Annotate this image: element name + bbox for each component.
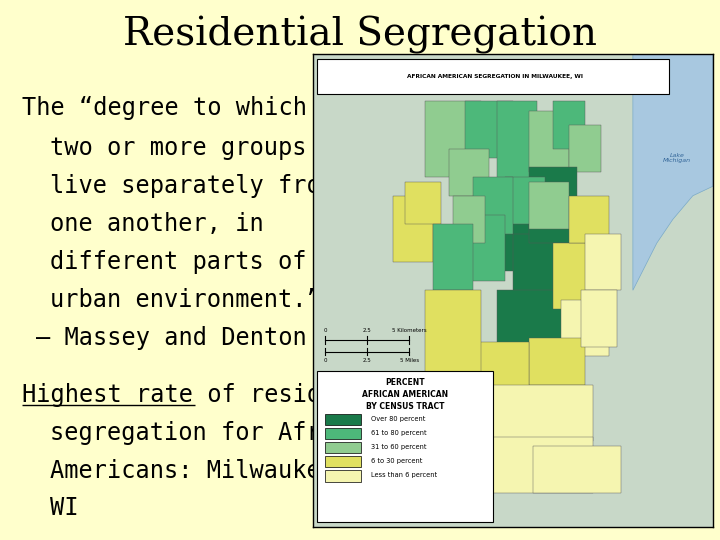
Text: Over 80 percent: Over 80 percent xyxy=(371,416,426,422)
Text: 0: 0 xyxy=(323,328,327,333)
Text: AFRICAN AMERICAN SEGREGATION IN MILWAUKEE, WI: AFRICAN AMERICAN SEGREGATION IN MILWAUKE… xyxy=(407,73,583,79)
Bar xyxy=(489,186,569,271)
Text: WI: WI xyxy=(50,496,79,519)
Bar xyxy=(325,414,361,425)
Text: segregation for African: segregation for African xyxy=(50,421,378,445)
Bar xyxy=(325,470,361,482)
Bar xyxy=(465,102,513,158)
Bar xyxy=(513,233,577,309)
Bar xyxy=(453,195,485,243)
Bar xyxy=(425,437,593,494)
Text: one another, in: one another, in xyxy=(50,212,264,236)
Text: PERCENT: PERCENT xyxy=(385,378,425,387)
Text: 61 to 80 percent: 61 to 80 percent xyxy=(371,430,427,436)
Text: urban environment.”: urban environment.” xyxy=(50,288,321,312)
Text: 31 to 60 percent: 31 to 60 percent xyxy=(371,444,427,450)
Bar xyxy=(393,195,433,262)
Bar xyxy=(433,224,473,291)
Bar xyxy=(325,428,361,439)
Bar xyxy=(553,102,585,148)
Text: live separately from: live separately from xyxy=(50,174,336,198)
Text: 2.5: 2.5 xyxy=(363,328,372,333)
Text: Highest rate of residential: Highest rate of residential xyxy=(22,383,406,407)
Bar xyxy=(529,111,569,172)
Bar xyxy=(529,338,585,384)
Bar xyxy=(325,442,361,453)
Text: BY CENSUS TRACT: BY CENSUS TRACT xyxy=(366,402,444,410)
Bar xyxy=(318,59,669,94)
Bar xyxy=(318,370,493,522)
Bar xyxy=(585,233,621,291)
Text: Less than 6 percent: Less than 6 percent xyxy=(371,472,437,478)
Bar xyxy=(529,181,569,229)
Text: 0: 0 xyxy=(323,359,327,363)
Text: 6 to 30 percent: 6 to 30 percent xyxy=(371,458,423,464)
Bar xyxy=(581,291,617,347)
Text: – Massey and Denton: – Massey and Denton xyxy=(36,326,307,349)
Bar xyxy=(425,102,481,177)
Text: Lake
Michigan: Lake Michigan xyxy=(663,152,691,163)
Bar xyxy=(569,125,601,172)
Bar xyxy=(405,181,441,224)
Text: Americans: Milwaukee,: Americans: Milwaukee, xyxy=(50,459,350,483)
Bar xyxy=(529,167,577,243)
Bar xyxy=(449,148,489,195)
Bar xyxy=(425,291,481,384)
Polygon shape xyxy=(633,54,713,291)
Bar xyxy=(561,300,609,356)
Text: AFRICAN AMERICAN: AFRICAN AMERICAN xyxy=(362,390,448,399)
Bar xyxy=(497,291,569,347)
Text: 2.5: 2.5 xyxy=(363,359,372,363)
Text: 5 Miles: 5 Miles xyxy=(400,359,418,363)
Bar xyxy=(473,177,513,233)
Bar xyxy=(533,446,621,494)
Bar xyxy=(473,342,529,394)
Bar xyxy=(505,177,545,224)
Text: Residential Segregation: Residential Segregation xyxy=(123,16,597,54)
Text: The “degree to which: The “degree to which xyxy=(22,96,307,120)
Text: different parts of the: different parts of the xyxy=(50,250,364,274)
Bar xyxy=(325,456,361,468)
Bar xyxy=(497,102,537,186)
Text: two or more groups: two or more groups xyxy=(50,137,307,160)
Bar xyxy=(569,195,609,243)
Text: 5 Kilometers: 5 Kilometers xyxy=(392,328,426,333)
Bar xyxy=(449,384,593,442)
Bar xyxy=(465,214,505,281)
Bar xyxy=(553,243,609,309)
